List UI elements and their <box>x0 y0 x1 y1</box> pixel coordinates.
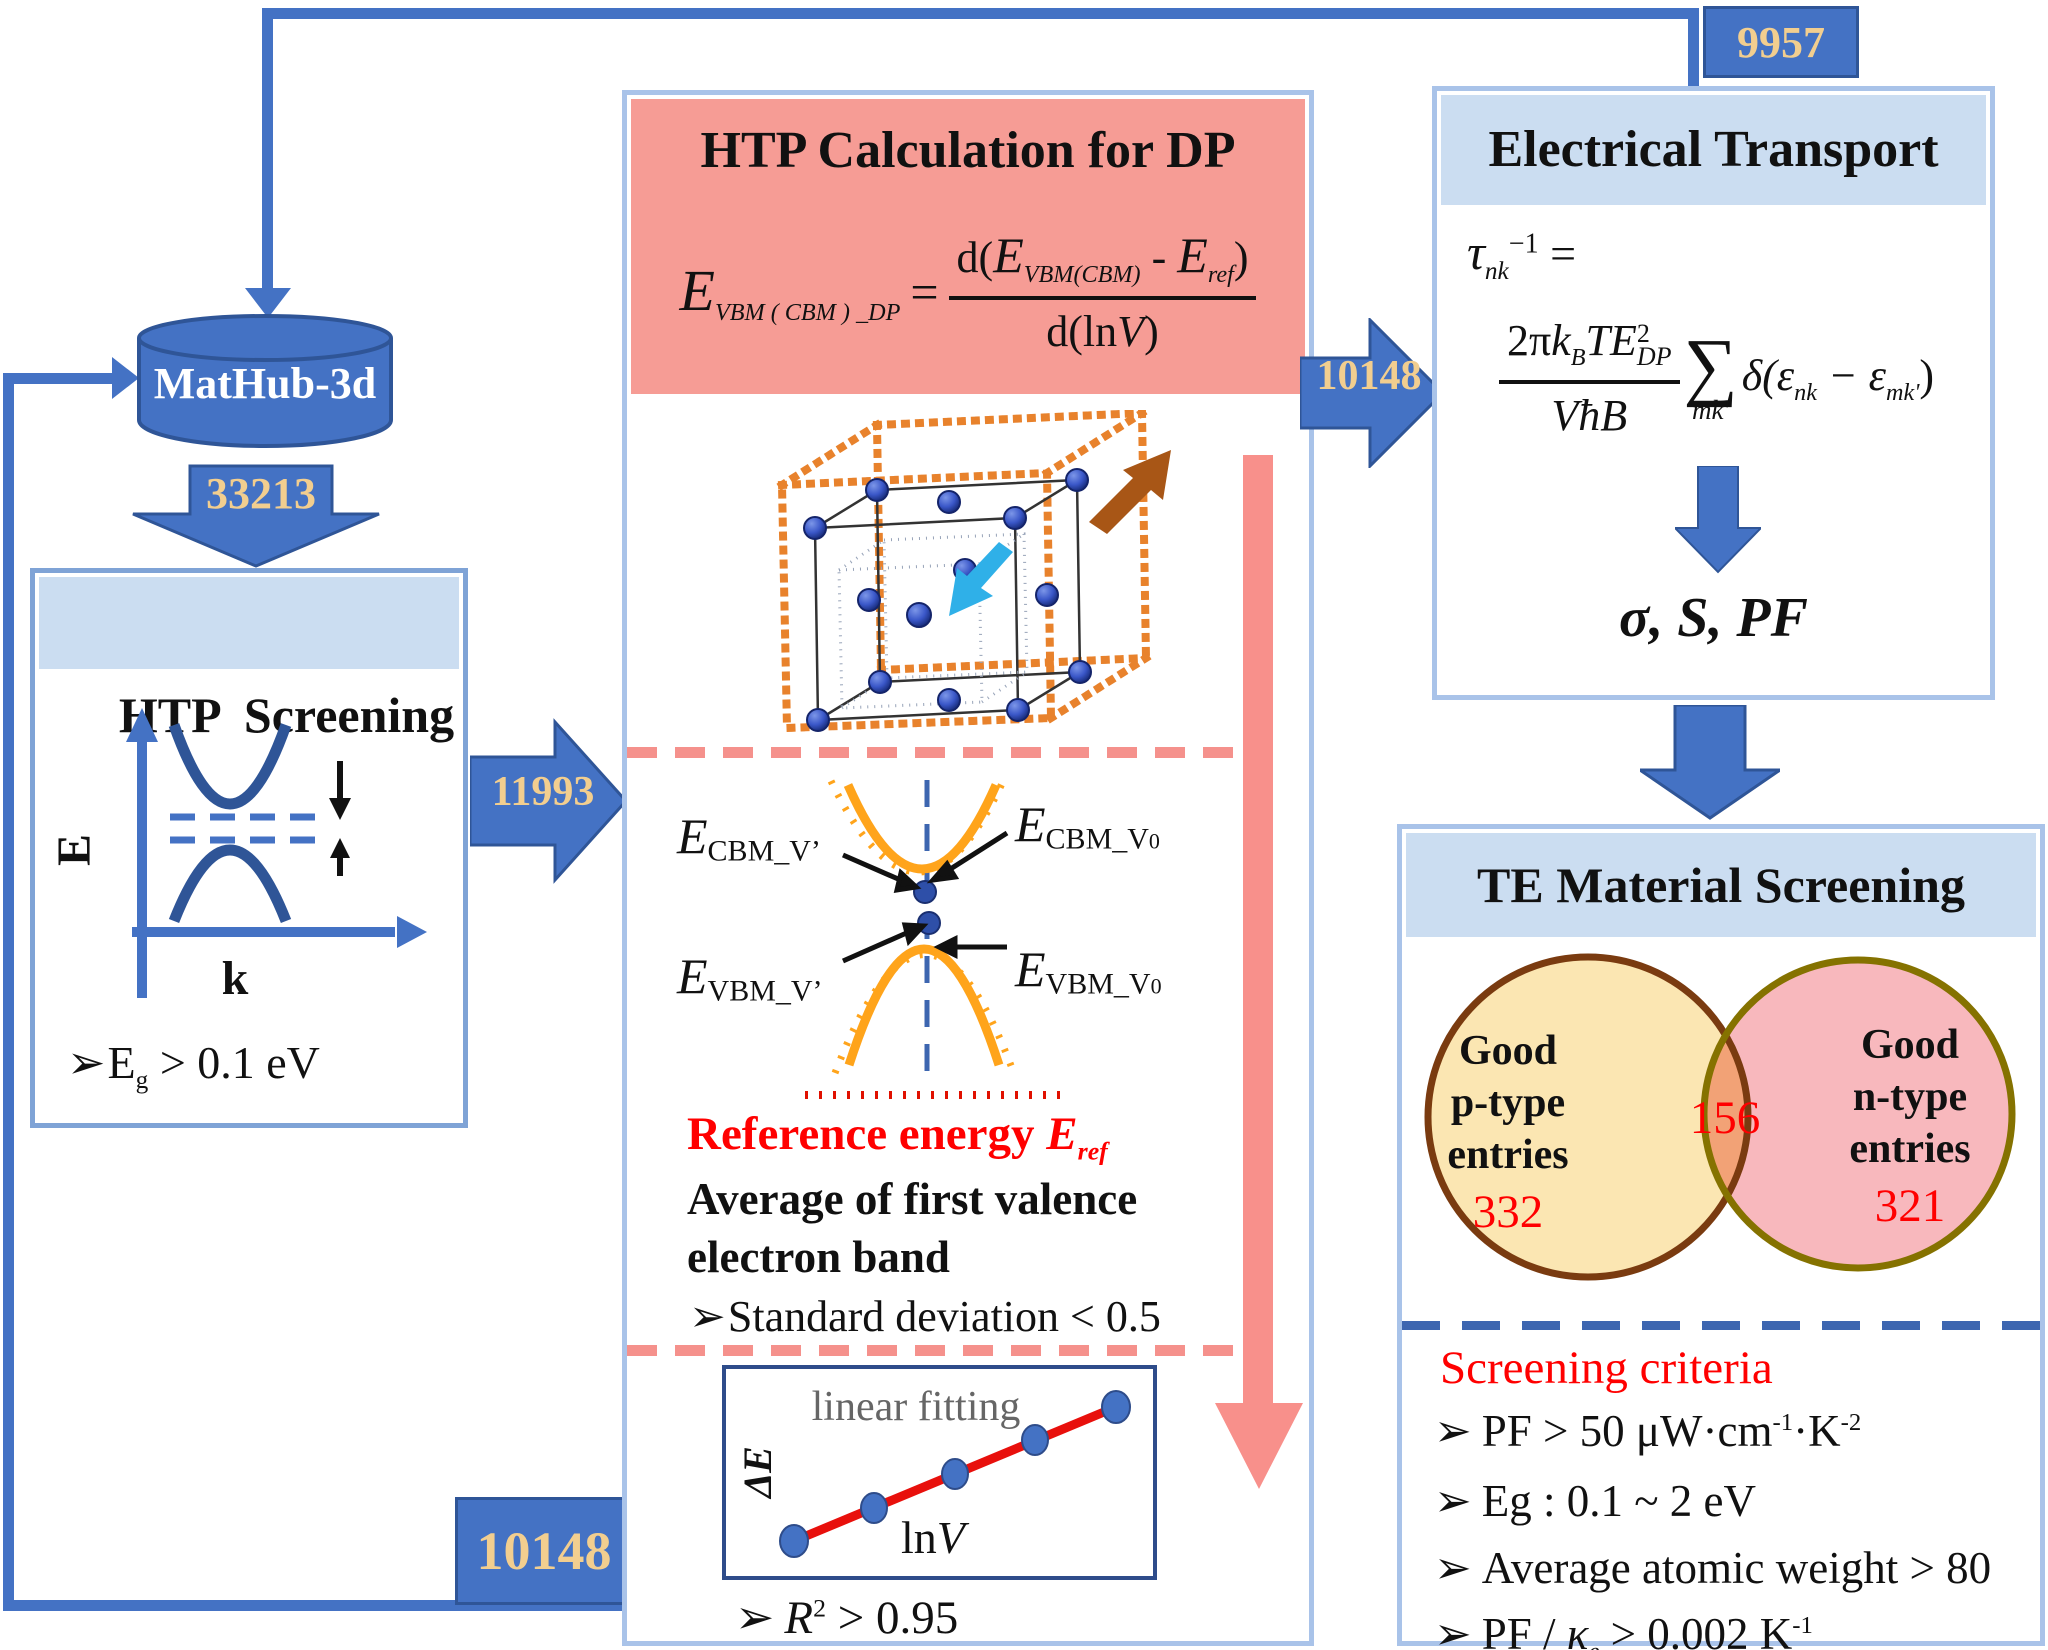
venn-left-count: 332 <box>1472 1186 1544 1238</box>
arrow-down-small <box>1675 466 1761 574</box>
top-loop-line-right-vertical <box>1688 8 1699 92</box>
progress-arrow-shaft <box>1243 455 1273 1405</box>
criterion-pf-kappa: ➢PF / κe > 0.002 K-1 <box>1434 1607 1813 1650</box>
bullet-icon: ➢ <box>1434 1609 1472 1650</box>
bullet-icon: ➢ <box>1434 1406 1472 1456</box>
k-axis-label: k <box>221 952 249 1005</box>
label-ecbm-vprime: ECBM_V’ <box>677 808 821 868</box>
count-badge-10148-bottom: 10148 <box>455 1497 633 1605</box>
reference-energy-label: Reference energy Eref <box>687 1108 1108 1166</box>
venn-right-label-1: Good <box>1860 1022 1960 1068</box>
venn-right-label-2: n-type <box>1852 1074 1968 1120</box>
te-screening-title: TE Material Screening <box>1477 857 1965 913</box>
count-10148-mid: 10148 <box>1316 353 1422 399</box>
arrow-11993-right <box>470 718 628 884</box>
electrical-transport-title: Electrical Transport <box>1488 121 1939 178</box>
arrow-down-large <box>1640 705 1780 820</box>
arrowhead-into-mathub-left <box>112 357 139 399</box>
bullet-icon: ➢ <box>67 1037 106 1088</box>
electrical-transport-header: Electrical Transport <box>1441 95 1986 205</box>
count-9957: 9957 <box>1737 17 1825 67</box>
bandgap-criterion: ➢Eg > 0.1 eV <box>67 1037 320 1095</box>
label-evbm-v0: EVBM_V0 <box>1015 941 1162 1001</box>
te-screening-header: TE Material Screening <box>1406 833 2036 937</box>
average-band-line2: electron band <box>687 1232 950 1282</box>
average-band-line1: Average of first valence <box>687 1174 1138 1224</box>
dp-formula: EVBM ( CBM ) _DP = d(EVBM(CBM) - Eref) d… <box>637 204 1299 379</box>
top-loop-line-left-vertical <box>262 8 273 290</box>
criterion-atomic-weight: ➢ Average atomic weight > 80 <box>1434 1543 1992 1593</box>
section-divider-1 <box>627 747 1247 758</box>
tau-formula-lhs: τnk−1 = <box>1467 224 1577 286</box>
top-loop-line-horizontal <box>262 8 1699 19</box>
criterion-eg: ➢ Eg : 0.1 ~ 2 eV <box>1434 1476 1757 1526</box>
dp-title: HTP Calculation for DP <box>700 122 1236 179</box>
arrowhead-into-mathub-top <box>245 288 291 318</box>
bullet-icon: ➢ <box>1434 1543 1472 1593</box>
mathub-label: MatHub-3d <box>153 359 377 408</box>
left-loop-line-vertical <box>3 373 14 1611</box>
venn-left-label-1: Good <box>1458 1028 1558 1074</box>
bullet-icon: ➢ <box>689 1292 726 1341</box>
htp-screening-header: HTP Screening <box>39 577 459 743</box>
htp-calculation-panel: HTP Calculation for DP EVBM ( CBM ) _DP … <box>622 90 1314 1646</box>
left-loop-line-horizontal <box>3 373 113 384</box>
band-structure-sketch <box>126 708 427 998</box>
venn-right-count: 321 <box>1874 1180 1946 1232</box>
tau-formula-rhs: 2πkBTE 2 DP VħB ∑ mk' δ(εnk − εmk') <box>1451 303 1982 453</box>
bullet-icon: ➢ <box>1434 1476 1472 1526</box>
label-evbm-vprime: EVBM_V’ <box>677 948 823 1008</box>
count-11993: 11993 <box>491 769 595 815</box>
label-ecbm-v0: ECBM_V0 <box>1015 796 1160 856</box>
transport-outputs: σ, S, PF <box>1619 587 1808 649</box>
count-33213: 33213 <box>206 469 316 518</box>
arrow-10148-right <box>1300 318 1445 468</box>
te-screening-panel: TE Material Screening Good p-type entrie… <box>1397 824 2045 1650</box>
fit-xlabel: lnV <box>901 1512 965 1563</box>
venn-overlap-count: 156 <box>1689 1092 1761 1144</box>
venn-left-label-2: p-type <box>1450 1080 1566 1126</box>
count-10148-bottom: 10148 <box>476 1521 612 1581</box>
fit-title: linear fitting <box>811 1384 1021 1430</box>
venn-right-label-3: entries <box>1849 1126 1971 1172</box>
venn-left-label-3: entries <box>1447 1132 1569 1178</box>
r-squared-criterion: ➢ R2 > 0.95 <box>735 1592 959 1644</box>
te-section-divider <box>1402 1321 2040 1330</box>
bullet-icon: ➢ <box>735 1592 775 1644</box>
band-extrema-diagram <box>805 775 1069 1099</box>
bottom-loop-line-horizontal <box>3 1600 633 1611</box>
criteria-title: Screening criteria <box>1440 1342 1773 1394</box>
htp-screening-panel: HTP Screening E k ➢Eg > 0.1 eV <box>30 568 468 1128</box>
linear-fitting-plot: linear fitting ΔE lnV <box>722 1365 1157 1580</box>
section-divider-2 <box>627 1345 1247 1356</box>
venn-diagram <box>1424 953 2016 1281</box>
fit-line-chart <box>779 1390 1131 1558</box>
std-deviation-criterion: ➢Standard deviation < 0.5 <box>689 1292 1161 1341</box>
dp-header-block: HTP Calculation for DP EVBM ( CBM ) _DP … <box>631 99 1305 394</box>
criterion-pf: ➢ PF > 50 μW·cm-1·K-2 <box>1434 1406 1862 1456</box>
fit-ylabel: ΔE <box>735 1446 780 1498</box>
energy-axis-label: E <box>48 834 101 867</box>
crystal-structure-sketch <box>776 410 1171 733</box>
count-badge-9957: 9957 <box>1703 6 1859 78</box>
electrical-transport-panel: Electrical Transport τnk−1 = 2πkBTE 2 DP V… <box>1432 86 1995 700</box>
progress-arrow-head <box>1215 1403 1303 1489</box>
arrow-33213-down <box>132 464 380 568</box>
database-cylinder-icon <box>137 314 393 448</box>
